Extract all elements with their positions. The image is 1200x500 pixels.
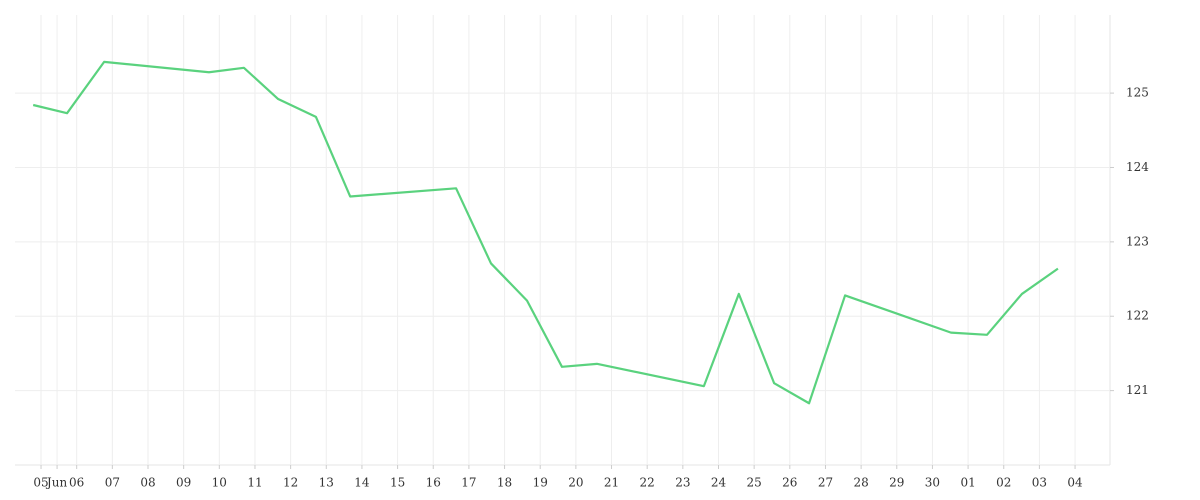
y-tick-label: 123 [1126, 234, 1149, 248]
x-tick-label: 23 [675, 476, 690, 490]
x-tick-label: Jun [45, 476, 68, 490]
x-tick-label: 24 [711, 476, 727, 490]
y-tick-label: 125 [1126, 86, 1149, 100]
x-tick-label: 27 [818, 476, 833, 490]
x-tick-label: 02 [996, 476, 1011, 490]
x-tick-label: 21 [604, 476, 619, 490]
x-tick-label: 12 [283, 476, 298, 490]
y-tick-label: 124 [1126, 160, 1149, 174]
x-tick-label: 18 [497, 476, 512, 490]
x-tick-label: 01 [960, 476, 975, 490]
x-tick-label: 11 [247, 476, 262, 490]
x-tick-label: 14 [354, 476, 370, 490]
x-tick-label: 07 [105, 476, 120, 490]
x-tick-label: 30 [925, 476, 940, 490]
x-tick-label: 20 [568, 476, 583, 490]
x-tick-label: 10 [212, 476, 227, 490]
x-tick-label: 17 [461, 476, 476, 490]
x-tick-label: 29 [889, 476, 904, 490]
x-tick-label: 26 [782, 476, 797, 490]
x-tick-label: 25 [747, 476, 762, 490]
x-tick-label: 06 [69, 476, 84, 490]
x-tick-label: 28 [853, 476, 868, 490]
x-tick-label: 04 [1067, 476, 1083, 490]
x-tick-label: 09 [176, 476, 191, 490]
x-tick-label: 19 [533, 476, 548, 490]
x-tick-label: 22 [640, 476, 655, 490]
x-tick-label: 03 [1032, 476, 1047, 490]
line-series [32, 60, 1059, 405]
x-tick-label: 13 [319, 476, 334, 490]
x-tick-label: 08 [140, 476, 155, 490]
y-tick-label: 122 [1126, 309, 1149, 323]
x-tick-label: 05 [33, 476, 48, 490]
x-tick-label: 15 [390, 476, 405, 490]
y-tick-label: 121 [1126, 383, 1149, 397]
x-tick-label: 16 [426, 476, 441, 490]
